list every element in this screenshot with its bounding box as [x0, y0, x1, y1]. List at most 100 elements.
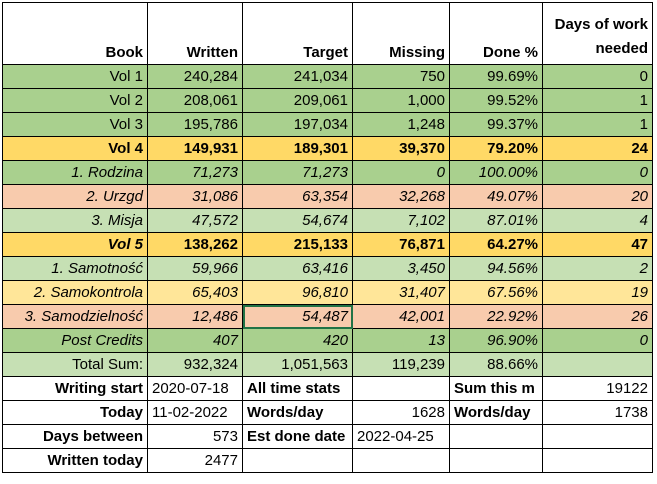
data-row: Total Sum: 932,324 1,051,563 119,239 88.66% — [2, 352, 653, 377]
cell: 197,034 — [242, 112, 353, 137]
cell: 79.20% — [449, 136, 543, 161]
header-cell: Days of work needed — [542, 2, 653, 65]
cell: 13 — [352, 328, 450, 353]
cell: 2. Samokontrola — [2, 280, 148, 305]
cell: 0 — [542, 328, 653, 353]
cell: 65,403 — [147, 280, 243, 305]
cell: 2. Urzgd — [2, 184, 148, 209]
cell: 932,324 — [147, 352, 243, 377]
cell: 63,354 — [242, 184, 353, 209]
data-row: 1. Rodzina 71,273 71,273 0 100.00% 0 — [2, 160, 653, 185]
cell: Today — [2, 400, 148, 425]
cell: 195,786 — [147, 112, 243, 137]
cell: 99.37% — [449, 112, 543, 137]
header-cell: Book — [2, 2, 148, 65]
cell: 1,248 — [352, 112, 450, 137]
cell: 2020-07-18 — [147, 376, 243, 401]
data-row: Vol 1 240,284 241,034 750 99.69% 0 — [2, 64, 653, 89]
cell: 67.56% — [449, 280, 543, 305]
cell: 100.00% — [449, 160, 543, 185]
cell: Vol 5 — [2, 232, 148, 257]
data-row: Vol 5 138,262 215,133 76,871 64.27% 47 — [2, 232, 653, 257]
cell: Sum this m — [449, 376, 543, 401]
cell: 0 — [542, 64, 653, 89]
cell: 1. Samotność — [2, 256, 148, 281]
cell: Vol 4 — [2, 136, 148, 161]
stats-row: Today 11-02-2022 Words/day 1628 Words/day 173… — [2, 400, 653, 425]
cell: 59,966 — [147, 256, 243, 281]
cell: 1628 — [352, 400, 450, 425]
stats-row: Days between 573 Est done date 2022-04-25 — [2, 424, 653, 449]
cell: 49.07% — [449, 184, 543, 209]
cell: 87.01% — [449, 208, 543, 233]
stats-row: Writing start 2020-07-18 All time stats Sum… — [2, 376, 653, 401]
cell: 19 — [542, 280, 653, 305]
data-row: 1. Samotność 59,966 63,416 3,450 94.56% 2 — [2, 256, 653, 281]
cell: 12,486 — [147, 304, 243, 329]
cell: Est done date — [242, 424, 353, 449]
data-row: 2. Urzgd 31,086 63,354 32,268 49.07% 20 — [2, 184, 653, 209]
cell: Writing start — [2, 376, 148, 401]
cell: 88.66% — [449, 352, 543, 377]
cell: Words/day — [449, 400, 543, 425]
data-row: Vol 3 195,786 197,034 1,248 99.37% 1 — [2, 112, 653, 137]
cell: Words/day — [242, 400, 353, 425]
cell: 31,407 — [352, 280, 450, 305]
cell: Post Credits — [2, 328, 148, 353]
cell — [542, 448, 653, 473]
data-row: 2. Samokontrola 65,403 96,810 31,407 67.56% 1… — [2, 280, 653, 305]
cell: 1 — [542, 88, 653, 113]
cell: 3. Samodzielność — [2, 304, 148, 329]
cell: 39,370 — [352, 136, 450, 161]
cell — [352, 376, 450, 401]
cell: 94.56% — [449, 256, 543, 281]
cell — [542, 424, 653, 449]
cell: Written today — [2, 448, 148, 473]
cell: 76,871 — [352, 232, 450, 257]
cell: 189,301 — [242, 136, 353, 161]
cell: 99.52% — [449, 88, 543, 113]
cell: 119,239 — [352, 352, 450, 377]
cell — [449, 448, 543, 473]
cell: 0 — [542, 160, 653, 185]
cell — [449, 424, 543, 449]
cell: 1 — [542, 112, 653, 137]
cell: 7,102 — [352, 208, 450, 233]
cell: 215,133 — [242, 232, 353, 257]
data-row: Vol 4 149,931 189,301 39,370 79.20% 24 — [2, 136, 653, 161]
cell — [542, 352, 653, 377]
cell: 24 — [542, 136, 653, 161]
cell: 1. Rodzina — [2, 160, 148, 185]
cell: 32,268 — [352, 184, 450, 209]
cell: 4 — [542, 208, 653, 233]
cell: 19122 — [542, 376, 653, 401]
cell: 47 — [542, 232, 653, 257]
header-cell: Written — [147, 2, 243, 65]
cell: 209,061 — [242, 88, 353, 113]
header-cell: Done % — [449, 2, 543, 65]
cell: 71,273 — [242, 160, 353, 185]
cell: 3,450 — [352, 256, 450, 281]
cell: 31,086 — [147, 184, 243, 209]
cell: Vol 1 — [2, 64, 148, 89]
cell: 2477 — [147, 448, 243, 473]
cell: 138,262 — [147, 232, 243, 257]
header-cell: Target — [242, 2, 353, 65]
cell: Vol 3 — [2, 112, 148, 137]
cell: 42,001 — [352, 304, 450, 329]
cell: 2022-04-25 — [352, 424, 450, 449]
cell: 1,051,563 — [242, 352, 353, 377]
cell: 240,284 — [147, 64, 243, 89]
cell: 99.69% — [449, 64, 543, 89]
cell: 20 — [542, 184, 653, 209]
cell: All time stats — [242, 376, 353, 401]
cell: 22.92% — [449, 304, 543, 329]
cell: 2 — [542, 256, 653, 281]
cell: 407 — [147, 328, 243, 353]
data-row: Post Credits 407 420 13 96.90% 0 — [2, 328, 653, 353]
spreadsheet-table: Book Written Target Missing Done % Days of wo… — [2, 2, 653, 473]
cell: Vol 2 — [2, 88, 148, 113]
cell: 54,674 — [242, 208, 353, 233]
cell: 11-02-2022 — [147, 400, 243, 425]
cell: 26 — [542, 304, 653, 329]
